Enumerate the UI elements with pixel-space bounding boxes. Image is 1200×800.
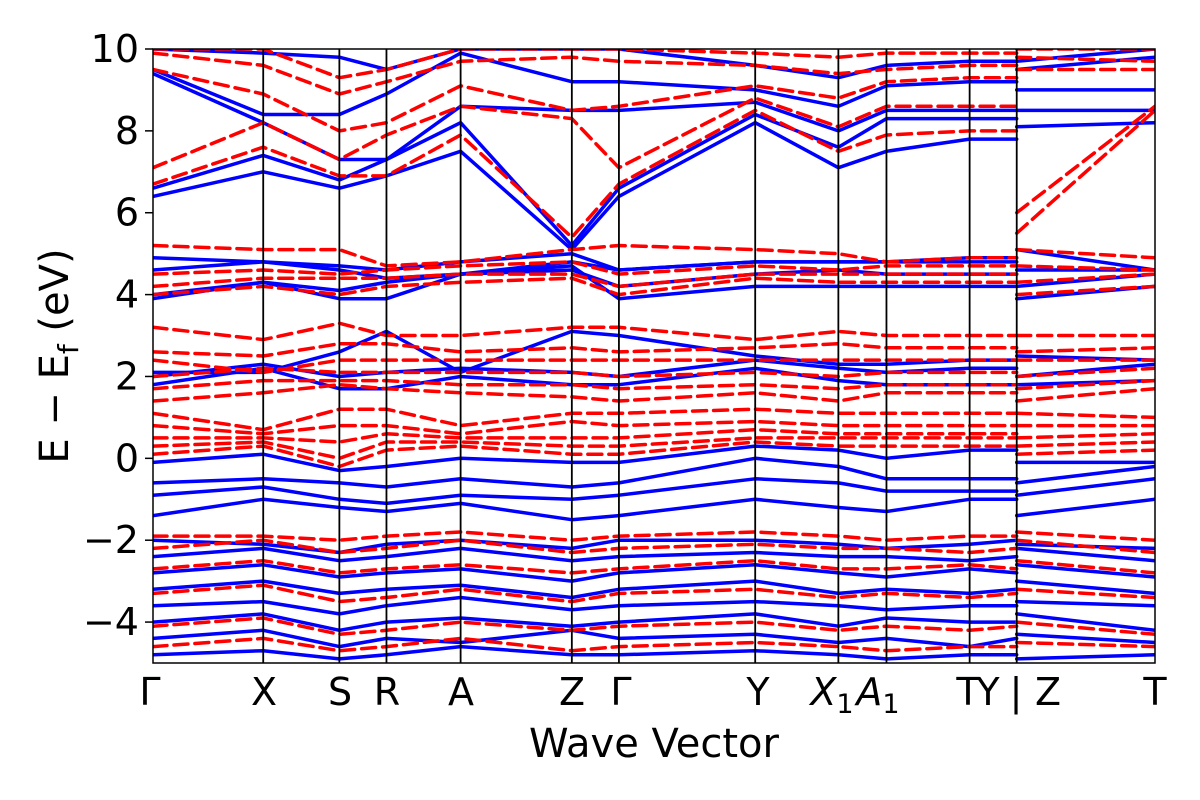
solid-band-3 (153, 595, 1155, 616)
solid-band-2 (153, 612, 1155, 633)
x-tick-label: Z (559, 670, 585, 714)
dashed-band-7 (153, 436, 1155, 461)
dashed-band-22 (153, 96, 1155, 215)
dashed-band-3 (153, 558, 1155, 575)
y-axis-label: E − Ef (eV) (32, 248, 85, 463)
y-axis-ticks: −4 −2 0 2 4 6 8 10 (83, 27, 153, 644)
solid-band-18 (153, 247, 1155, 272)
dashed-band-8 (153, 427, 1155, 444)
x-tick-label: Y (745, 670, 770, 714)
x-tick-label: Γ (139, 670, 160, 714)
x-tick-label: T (955, 670, 980, 714)
solid-band-21 (153, 71, 1155, 162)
solid-band-5 (153, 563, 1155, 583)
y-tick-label: 10 (91, 27, 139, 71)
solid-band-8 (153, 497, 1155, 522)
dashed-band-6 (153, 440, 1155, 469)
dashed-band-23 (153, 67, 1155, 133)
dashed-band-18 (153, 272, 1155, 289)
dashed-band-2 (153, 583, 1155, 604)
x-tick-label: X (251, 670, 277, 714)
y-tick-label: 0 (115, 436, 139, 480)
dashed-band-11 (153, 382, 1155, 403)
dashed-band-4 (153, 538, 1155, 555)
dashed-band-19 (153, 260, 1155, 276)
kpoint-lines (262, 49, 1018, 663)
dashed-band-9 (153, 419, 1155, 436)
x-tick-label: A1 (853, 670, 899, 720)
x-tick-label: Z (1035, 670, 1061, 714)
dashed-band-10 (153, 407, 1155, 432)
dashed-band-1 (153, 616, 1155, 637)
dashed-band-17 (153, 276, 1155, 297)
x-tick-label: Y (975, 670, 1000, 714)
y-tick-label: 8 (115, 109, 139, 153)
dashed-band-16 (153, 321, 1155, 342)
solid-band-20 (153, 108, 1155, 248)
dashed-band-21 (153, 108, 1155, 240)
solid-band-1 (153, 628, 1155, 649)
x-axis-label: Wave Vector (529, 721, 780, 767)
y-tick-label: 4 (115, 273, 139, 317)
dashed-band-15 (153, 341, 1155, 358)
dashed-band-5 (153, 530, 1155, 542)
x-tick-label: X1 (808, 670, 853, 720)
x-axis-tick-labels: Γ X S R A Z Γ Y X1 A1 TY | Z T (139, 670, 1167, 720)
plot-frame (152, 48, 1156, 664)
dashed-band-0 (153, 636, 1155, 653)
solid-band-6 (153, 546, 1155, 563)
x-tick-label: | (1010, 670, 1023, 715)
x-tick-label: T (1142, 670, 1167, 714)
y-tick-label: −4 (83, 600, 139, 644)
solid-band-11 (153, 444, 1155, 473)
solid-band-9 (153, 477, 1155, 506)
dashed-band-13 (153, 366, 1155, 379)
x-tick-label: R (374, 670, 400, 714)
solid-band-4 (153, 579, 1155, 600)
dashed-band-24 (153, 51, 1155, 96)
solid-band-10 (153, 456, 1155, 489)
y-tick-label: −2 (83, 518, 139, 562)
x-tick-label: A (448, 670, 474, 714)
y-tick-label: 6 (115, 191, 139, 235)
bands-layer (153, 49, 1155, 661)
dashed-band-14 (153, 358, 1155, 375)
x-tick-label: S (328, 670, 352, 714)
y-tick-label: 2 (115, 354, 139, 398)
dashed-band-20 (153, 243, 1155, 268)
solid-band-0 (153, 644, 1155, 661)
x-tick-label: Γ (610, 670, 631, 714)
dashed-band-12 (153, 378, 1155, 391)
dashed-band-25 (153, 49, 1155, 80)
